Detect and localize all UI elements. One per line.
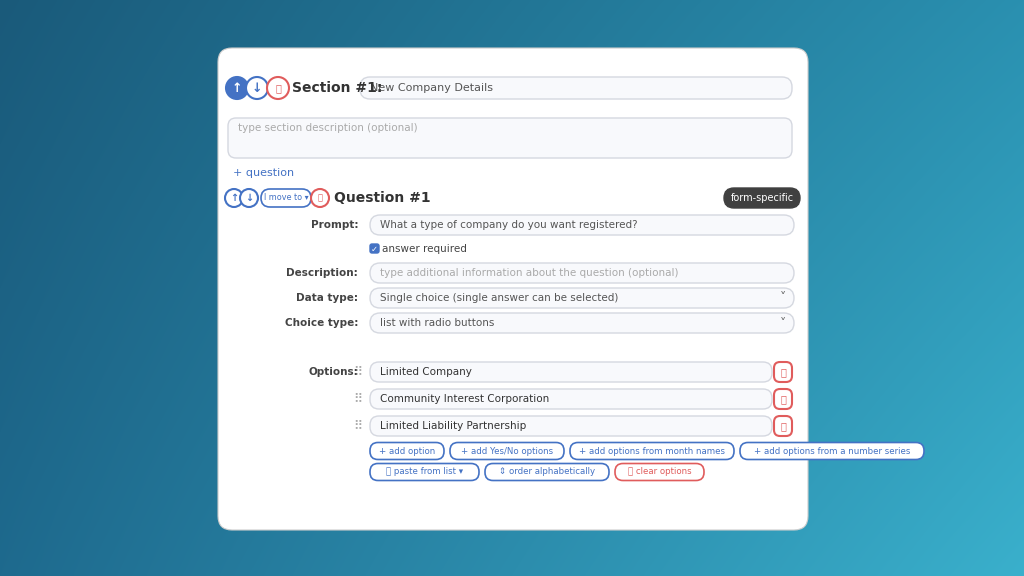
Text: type section description (optional): type section description (optional) <box>238 123 418 133</box>
FancyBboxPatch shape <box>360 77 792 99</box>
Text: Community Interest Corporation: Community Interest Corporation <box>380 394 549 404</box>
Text: 🗑: 🗑 <box>780 367 786 377</box>
Text: + add options from a number series: + add options from a number series <box>754 446 910 456</box>
Text: + add options from month names: + add options from month names <box>579 446 725 456</box>
FancyBboxPatch shape <box>450 442 564 460</box>
FancyBboxPatch shape <box>370 244 379 253</box>
Text: form-specific: form-specific <box>730 193 794 203</box>
Text: ⇕ order alphabetically: ⇕ order alphabetically <box>499 468 595 476</box>
FancyBboxPatch shape <box>774 362 792 382</box>
Text: + add Yes/No options: + add Yes/No options <box>461 446 553 456</box>
Text: Single choice (single answer can be selected): Single choice (single answer can be sele… <box>380 293 618 303</box>
FancyBboxPatch shape <box>370 263 794 283</box>
Text: ✓: ✓ <box>371 244 378 253</box>
Circle shape <box>226 77 248 99</box>
Text: ⎘ paste from list ▾: ⎘ paste from list ▾ <box>386 468 463 476</box>
Text: 🗑: 🗑 <box>780 394 786 404</box>
Text: ↓: ↓ <box>252 81 262 94</box>
FancyBboxPatch shape <box>774 389 792 409</box>
Circle shape <box>246 77 268 99</box>
Text: Prompt:: Prompt: <box>310 220 358 230</box>
FancyBboxPatch shape <box>370 416 772 436</box>
Text: ˅: ˅ <box>779 291 786 305</box>
FancyBboxPatch shape <box>218 48 808 530</box>
FancyBboxPatch shape <box>370 362 772 382</box>
Text: Question #1: Question #1 <box>334 191 431 205</box>
Text: What a type of company do you want registered?: What a type of company do you want regis… <box>380 220 638 230</box>
Text: + add option: + add option <box>379 446 435 456</box>
Text: ↑: ↑ <box>230 193 238 203</box>
FancyBboxPatch shape <box>261 189 311 207</box>
Text: Options:: Options: <box>308 367 358 377</box>
Text: New Company Details: New Company Details <box>370 83 493 93</box>
Text: Section #1:: Section #1: <box>292 81 382 95</box>
Text: Limited Liability Partnership: Limited Liability Partnership <box>380 421 526 431</box>
Circle shape <box>240 189 258 207</box>
FancyBboxPatch shape <box>370 442 444 460</box>
Text: ↑: ↑ <box>231 81 243 94</box>
FancyBboxPatch shape <box>615 464 705 480</box>
Text: ˅: ˅ <box>779 316 786 329</box>
FancyBboxPatch shape <box>370 288 794 308</box>
Text: answer required: answer required <box>382 244 467 254</box>
FancyBboxPatch shape <box>370 464 479 480</box>
FancyBboxPatch shape <box>228 118 792 158</box>
FancyBboxPatch shape <box>370 215 794 235</box>
FancyBboxPatch shape <box>370 313 794 333</box>
Text: Data type:: Data type: <box>296 293 358 303</box>
Text: ⠿: ⠿ <box>353 419 362 433</box>
Text: ⠿: ⠿ <box>353 366 362 378</box>
Text: type additional information about the question (optional): type additional information about the qu… <box>380 268 679 278</box>
FancyBboxPatch shape <box>774 416 792 436</box>
Text: Description:: Description: <box>287 268 358 278</box>
Text: 🗑 clear options: 🗑 clear options <box>628 468 691 476</box>
Circle shape <box>225 189 243 207</box>
Text: I move to ▾: I move to ▾ <box>264 194 308 203</box>
Circle shape <box>267 77 289 99</box>
FancyBboxPatch shape <box>724 188 800 208</box>
Text: ↓: ↓ <box>245 193 253 203</box>
Text: Choice type:: Choice type: <box>285 318 358 328</box>
FancyBboxPatch shape <box>485 464 609 480</box>
Text: + question: + question <box>233 168 294 178</box>
Circle shape <box>311 189 329 207</box>
Text: list with radio buttons: list with radio buttons <box>380 318 495 328</box>
FancyBboxPatch shape <box>570 442 734 460</box>
Text: 🗑: 🗑 <box>780 421 786 431</box>
FancyBboxPatch shape <box>370 389 772 409</box>
Text: Limited Company: Limited Company <box>380 367 472 377</box>
Text: ⠿: ⠿ <box>353 392 362 406</box>
Text: 🗑: 🗑 <box>275 83 281 93</box>
Text: 🗑: 🗑 <box>317 194 323 203</box>
FancyBboxPatch shape <box>740 442 924 460</box>
